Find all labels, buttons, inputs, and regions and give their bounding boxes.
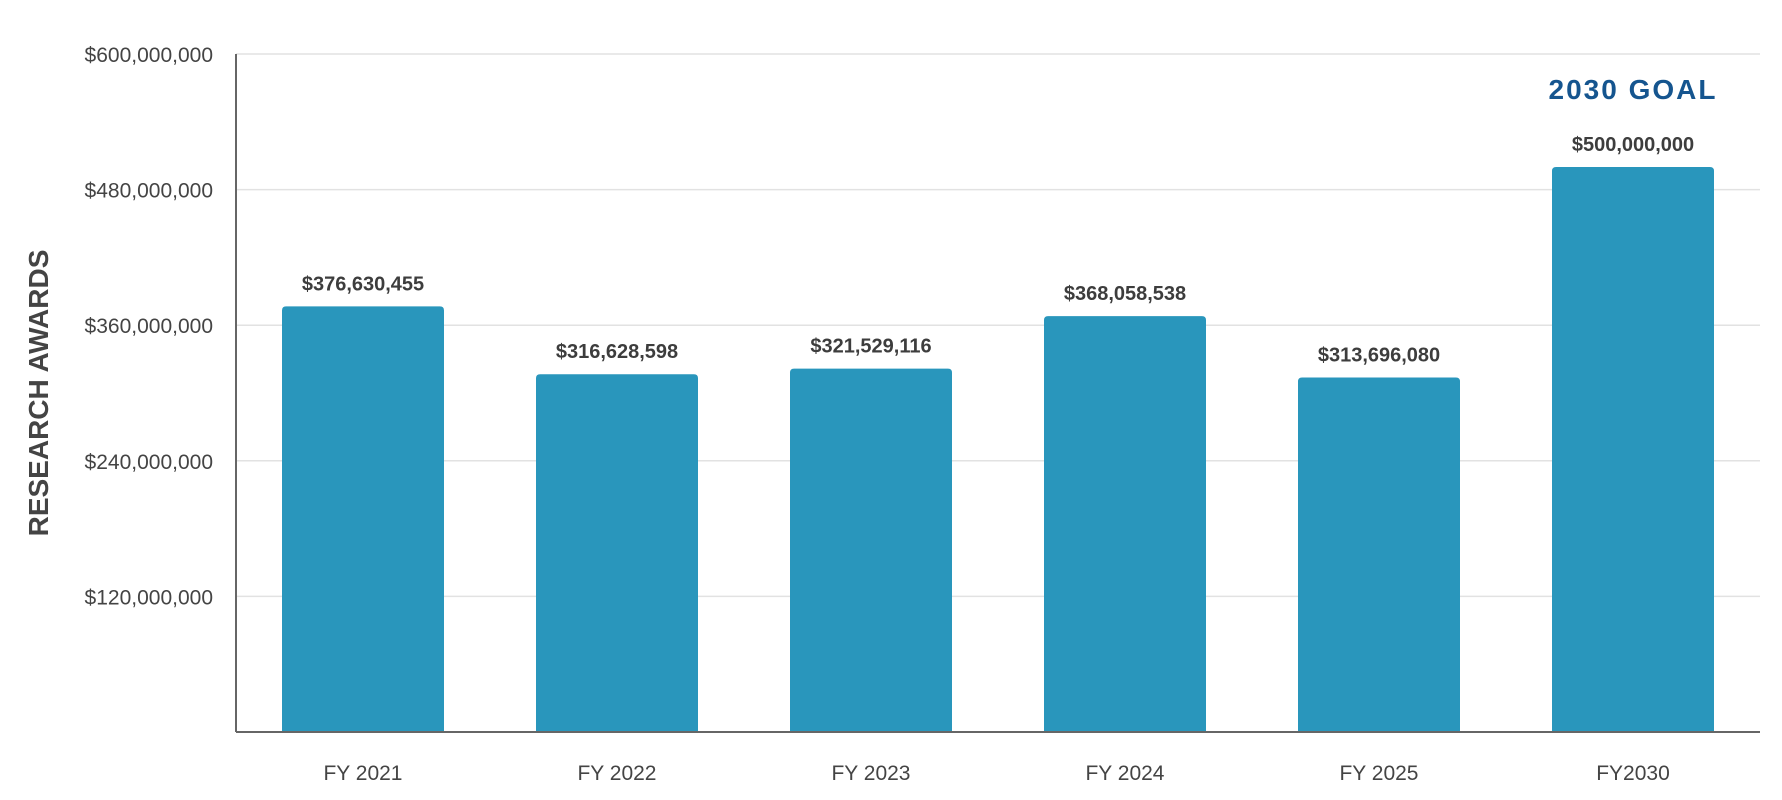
x-tick-label: FY 2021 xyxy=(323,762,402,785)
bar-value-label: $321,529,116 xyxy=(810,336,931,358)
bar-fy2030 xyxy=(1552,167,1714,732)
y-tick-label: $240,000,000 xyxy=(85,451,213,474)
y-tick-label: $120,000,000 xyxy=(85,586,213,609)
bar-fy2024 xyxy=(1044,316,1206,732)
bars xyxy=(282,167,1714,732)
x-tick-label: FY 2025 xyxy=(1339,762,1418,785)
bar-value-label: $376,630,455 xyxy=(302,273,424,295)
x-tick-label: FY 2022 xyxy=(577,762,656,785)
bar-value-label: $313,696,080 xyxy=(1318,345,1440,367)
bar-fy2022 xyxy=(536,374,698,732)
bar-value-label: $368,058,538 xyxy=(1064,283,1186,305)
bar-fy2021 xyxy=(282,306,444,732)
gridlines xyxy=(236,53,1760,598)
data-labels: $376,630,455 $316,628,598 $321,529,116 $368… xyxy=(302,134,1694,367)
x-tick-label: FY 2024 xyxy=(1085,762,1164,785)
y-tick-label: $360,000,000 xyxy=(85,315,213,338)
bar-value-label: $316,628,598 xyxy=(556,341,678,363)
bar-value-label: $500,000,000 xyxy=(1572,134,1694,156)
axes: $120,000,000 $240,000,000 $360,000,000 $480… xyxy=(85,44,1760,785)
y-axis-title: RESEARCH AWARDS xyxy=(23,250,54,537)
bar-fy2023 xyxy=(790,368,952,732)
x-tick-label: FY 2023 xyxy=(831,762,910,785)
bar-fy2025 xyxy=(1298,377,1460,732)
y-tick-label: $480,000,000 xyxy=(85,180,213,203)
y-tick-label: $600,000,000 xyxy=(85,44,213,67)
x-tick-label: FY2030 xyxy=(1596,762,1670,785)
goal-annotation: 2030 GOAL xyxy=(1549,74,1718,105)
